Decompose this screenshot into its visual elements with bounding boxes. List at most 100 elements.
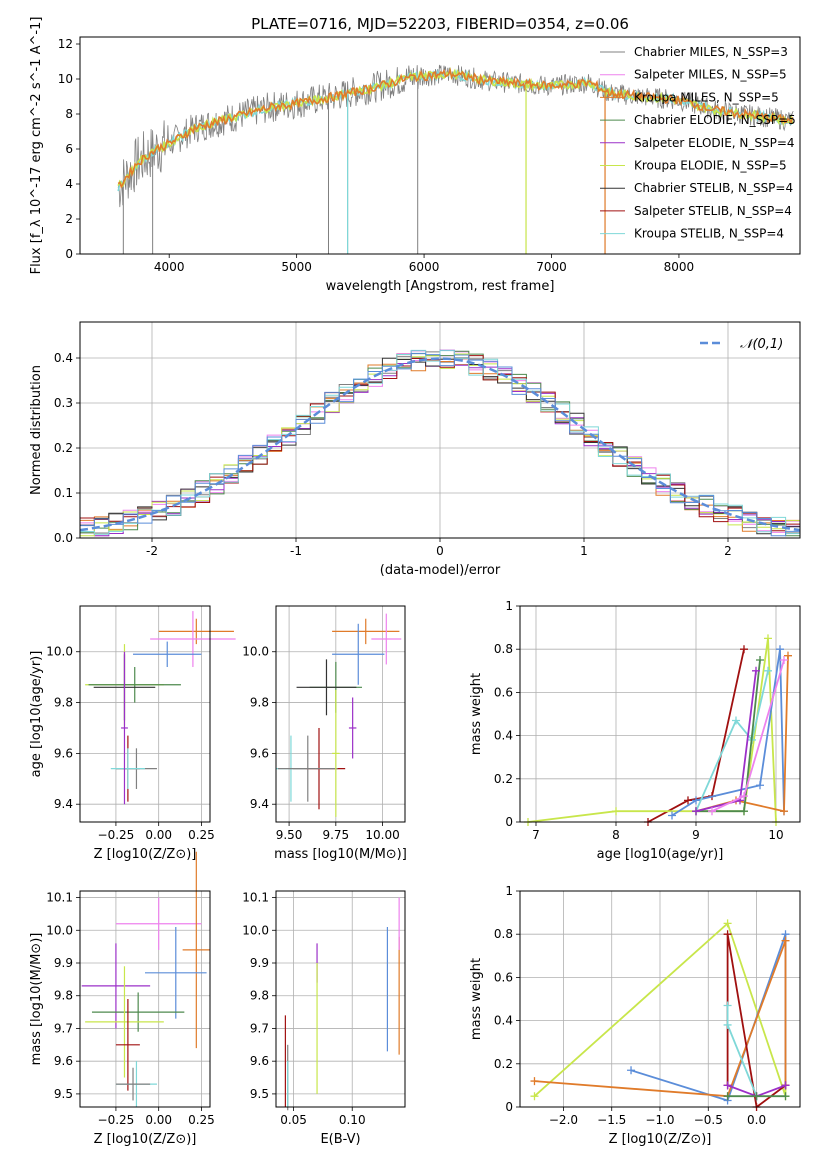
x-tick-label: 7000 xyxy=(536,260,567,274)
weight-marker xyxy=(732,716,740,725)
x-tick-label: −1.5 xyxy=(597,1113,626,1127)
weight-marker xyxy=(723,930,732,939)
y-tick-label: 0.2 xyxy=(54,441,73,455)
weight-marker xyxy=(684,796,692,805)
weight-marker xyxy=(723,1092,732,1101)
weight-marker xyxy=(708,807,716,816)
axes-frame xyxy=(79,36,801,255)
weight-marker xyxy=(752,666,760,675)
weight-marker xyxy=(756,781,764,790)
y-axis-label: mass [log10(M/M⊙)] xyxy=(29,933,44,1066)
x-tick-label: 9.75 xyxy=(322,828,349,842)
y-tick-label: 0.0 xyxy=(54,531,73,545)
weight-marker xyxy=(668,811,676,820)
y-tick-label: 0 xyxy=(505,815,513,829)
x-tick-label: 0.10 xyxy=(339,1113,366,1127)
y-tick-label: 0.6 xyxy=(494,685,513,699)
x-tick-label: 0.25 xyxy=(188,1113,215,1127)
weight-marker xyxy=(530,1092,539,1101)
normal-curve xyxy=(79,357,801,532)
y-tick-label: 9.8 xyxy=(250,696,269,710)
legend-label: Salpeter ELODIE, N_SSP=4 xyxy=(634,136,795,150)
x-axis-label: Z [log10(Z/Z⊙)] xyxy=(94,1132,197,1147)
weight-line xyxy=(534,940,787,1098)
y-tick-label: 9.6 xyxy=(54,1054,73,1068)
y-tick-label: 0.4 xyxy=(494,1014,513,1028)
weight-marker xyxy=(781,936,790,945)
axes-frame xyxy=(79,890,211,1108)
legend-label: Chabrier STELIB, N_SSP=4 xyxy=(634,181,793,195)
y-tick-label: 6 xyxy=(65,142,73,156)
y-tick-label: 9.9 xyxy=(250,956,269,970)
y-tick-label: 0.2 xyxy=(494,1057,513,1071)
weight-marker xyxy=(612,807,620,816)
y-axis-label: Normed distribution xyxy=(29,365,44,495)
y-tick-label: 9.8 xyxy=(54,989,73,1003)
x-axis-label: wavelength [Angstrom, rest frame] xyxy=(326,279,555,294)
weight-marker xyxy=(692,807,700,816)
x-tick-label: 5000 xyxy=(281,260,312,274)
axes-frame xyxy=(79,321,801,539)
legend-label: 𝒩(0,1) xyxy=(740,337,783,352)
x-axis-label: Z [log10(Z/Z⊙)] xyxy=(609,1132,712,1147)
x-tick-label: 8 xyxy=(612,828,620,842)
y-tick-label: 10.0 xyxy=(46,923,73,937)
legend-label: Kroupa MILES, N_SSP=5 xyxy=(634,90,779,104)
y-tick-label: 9.6 xyxy=(250,746,269,760)
x-tick-label: 10 xyxy=(768,828,783,842)
y-tick-label: 10.0 xyxy=(46,645,73,659)
x-tick-label: 6000 xyxy=(409,260,440,274)
y-axis-label: mass weight xyxy=(469,958,484,1040)
weight-line xyxy=(533,921,787,1097)
y-tick-label: 0.6 xyxy=(494,970,513,984)
weight-marker xyxy=(740,792,748,801)
y-tick-label: 10 xyxy=(58,72,73,86)
legend-label: Salpeter MILES, N_SSP=5 xyxy=(634,68,787,82)
x-axis-label: age [log10(age/yr)] xyxy=(597,847,724,862)
y-tick-label: 10.0 xyxy=(242,645,269,659)
y-tick-label: 4 xyxy=(65,177,73,191)
y-tick-label: 12 xyxy=(58,37,73,51)
weight-marker xyxy=(780,656,788,664)
y-tick-label: 0.3 xyxy=(54,396,73,410)
x-tick-label: 9.50 xyxy=(276,828,303,842)
x-tick-label: −0.25 xyxy=(98,828,135,842)
x-tick-label: 0.00 xyxy=(145,828,172,842)
x-tick-label: 9 xyxy=(692,828,700,842)
axes-frame xyxy=(519,890,801,1108)
y-tick-label: 2 xyxy=(65,212,73,226)
weight-marker xyxy=(723,1001,732,1010)
weight-marker xyxy=(723,1020,732,1029)
weight-marker xyxy=(776,645,784,654)
y-tick-label: 10.0 xyxy=(242,923,269,937)
y-tick-label: 10.1 xyxy=(46,891,73,905)
y-tick-label: 0.4 xyxy=(54,351,73,365)
x-tick-label: 0.25 xyxy=(188,828,215,842)
x-axis-label: E(B-V) xyxy=(320,1132,360,1147)
weight-marker xyxy=(692,796,700,805)
weight-marker xyxy=(723,1081,732,1090)
legend-label: Chabrier MILES, N_SSP=3 xyxy=(634,45,788,59)
x-tick-label: 2 xyxy=(724,544,732,558)
y-tick-label: 9.4 xyxy=(54,797,73,811)
figure-title: PLATE=0716, MJD=52203, FIBERID=0354, z=0… xyxy=(251,15,629,33)
x-axis-label: mass [log10(M/M⊙)] xyxy=(274,847,407,862)
y-tick-label: 9.9 xyxy=(54,956,73,970)
x-tick-label: −0.5 xyxy=(694,1113,723,1127)
x-tick-label: 0.0 xyxy=(747,1113,766,1127)
y-tick-label: 9.5 xyxy=(54,1087,73,1101)
y-tick-label: 0.4 xyxy=(494,729,513,743)
y-tick-label: 9.4 xyxy=(250,797,269,811)
weight-marker xyxy=(781,1092,790,1101)
legend-label: Kroupa ELODIE, N_SSP=5 xyxy=(634,159,787,173)
legend-label: Kroupa STELIB, N_SSP=4 xyxy=(634,227,784,241)
weight-marker xyxy=(764,666,772,675)
weight-marker xyxy=(740,807,748,816)
axes-frame xyxy=(275,890,406,1108)
y-tick-label: 0.8 xyxy=(494,927,513,941)
y-tick-label: 8 xyxy=(65,107,73,121)
weight-marker xyxy=(740,645,748,654)
weight-marker xyxy=(780,807,788,816)
x-tick-label: 0 xyxy=(436,544,444,558)
